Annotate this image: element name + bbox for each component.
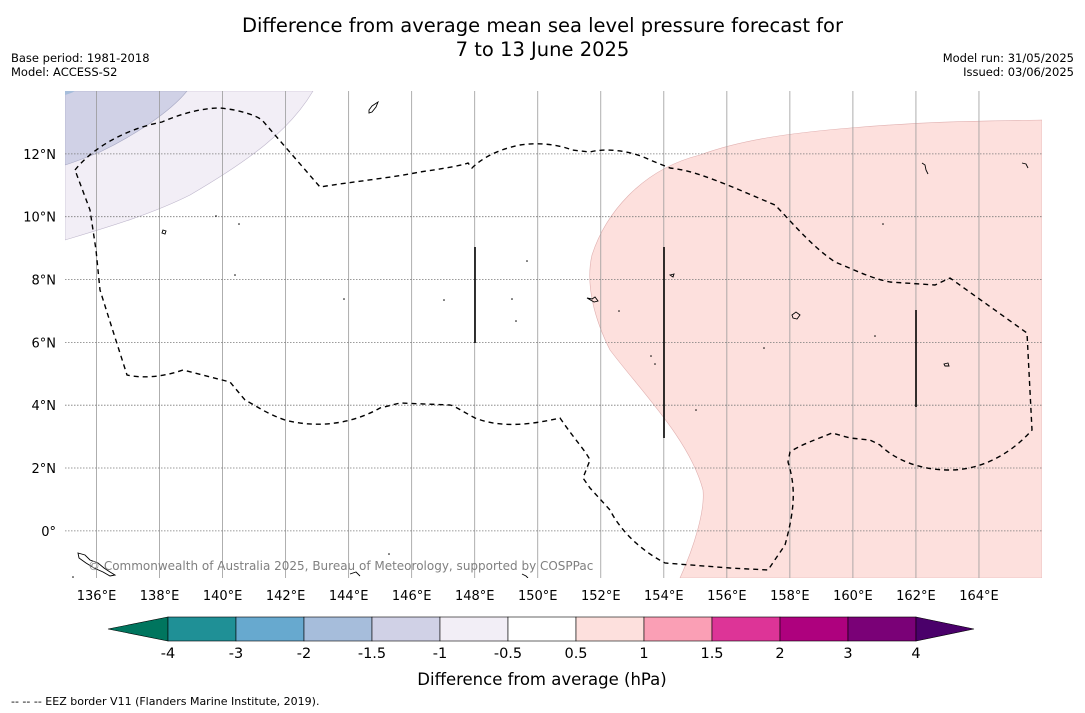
island-dot — [763, 347, 765, 349]
lon-tick-label: 160°E — [833, 589, 873, 604]
colorbar-tick-label: -1 — [433, 646, 447, 662]
colorbar-segment — [235, 616, 305, 642]
island-outline — [921, 162, 929, 175]
base-period-text: Base period: 1981-2018 — [11, 51, 150, 65]
lon-tick-label: 142°E — [266, 589, 306, 604]
eez-segment-lines — [474, 247, 917, 438]
anomaly-band-negative-strong — [65, 91, 75, 95]
colorbar: -4 -3 -2 -1.5 -1 -0.5 0.5 1 1.5 2 3 4 — [107, 616, 975, 662]
lon-tick-label: 158°E — [770, 589, 810, 604]
island-dot — [654, 363, 656, 365]
lon-tick-label: 152°E — [581, 589, 621, 604]
colorbar-segment — [711, 616, 781, 642]
copyright-text: © Commonwealth of Australia 2025, Bureau… — [88, 559, 593, 573]
lat-tick-label: 4°N — [32, 399, 57, 414]
island-dot — [526, 260, 528, 262]
island-dot — [618, 310, 620, 312]
anomaly-band-negative-mid — [65, 91, 188, 166]
lon-tick-label: 140°E — [203, 589, 243, 604]
issued-text: Issued: 03/06/2025 — [963, 65, 1074, 79]
island-outline — [521, 573, 529, 578]
lon-axis-labels: 136°E 138°E 140°E 142°E 144°E 146°E 148°E 150°E… — [77, 589, 999, 604]
colorbar-segment — [371, 616, 441, 642]
lon-tick-label: 150°E — [518, 589, 558, 604]
map-area: © Commonwealth of Australia 2025, Bureau… — [65, 91, 1042, 578]
lat-tick-label: 0° — [41, 525, 56, 540]
lat-axis-labels: 0° 2°N 4°N 6°N 8°N 10°N 12°N — [23, 148, 56, 540]
island-dot — [215, 215, 217, 217]
island-dots — [72, 215, 884, 578]
island-outline — [77, 552, 117, 577]
island-outline — [943, 362, 950, 367]
colorbar-segment — [847, 616, 917, 642]
colorbar-tick-label: -2 — [297, 646, 311, 662]
island-outline — [668, 273, 675, 278]
eez-footnote: -- -- -- EEZ border V11 (Flanders Marine… — [11, 695, 320, 708]
colorbar-tick-label: 3 — [843, 646, 852, 662]
island-dot — [443, 299, 445, 301]
colorbar-title: Difference from average (hPa) — [417, 670, 666, 689]
lon-tick-label: 162°E — [896, 589, 936, 604]
colorbar-tick-label: 1 — [639, 646, 648, 662]
lon-tick-label: 136°E — [77, 589, 117, 604]
island-dot — [343, 298, 345, 300]
colorbar-segment — [439, 616, 509, 642]
model-run-text: Model run: 31/05/2025 — [942, 51, 1074, 65]
colorbar-under-arrow — [107, 616, 169, 642]
lat-tick-label: 12°N — [23, 148, 56, 163]
colorbar-tick-label: 0.5 — [564, 646, 587, 662]
island-dot — [695, 409, 697, 411]
colorbar-segment — [507, 616, 577, 642]
island-dot — [511, 298, 513, 300]
meta-left: Base period: 1981-2018 Model: ACCESS-S2 — [11, 51, 150, 79]
colorbar-segment — [779, 616, 849, 642]
anomaly-band-positive — [589, 119, 1042, 578]
island-dot — [882, 223, 884, 225]
island-dot — [238, 223, 240, 225]
island-dot — [234, 274, 236, 276]
lon-tick-label: 144°E — [329, 589, 369, 604]
island-outline — [586, 296, 599, 303]
island-dot — [874, 335, 876, 337]
lon-tick-label: 146°E — [392, 589, 432, 604]
lat-tick-label: 8°N — [32, 274, 57, 289]
island-outline — [368, 100, 379, 114]
colorbar-tick-label: -3 — [229, 646, 243, 662]
island-dot — [72, 576, 74, 578]
model-text: Model: ACCESS-S2 — [11, 65, 118, 79]
island-outlines — [77, 100, 1029, 578]
lon-tick-label: 164°E — [959, 589, 999, 604]
colorbar-tick-label: -1.5 — [358, 646, 386, 662]
island-outline — [161, 229, 167, 235]
title-line-1: Difference from average mean sea level p… — [242, 14, 843, 37]
lat-tick-label: 2°N — [32, 462, 57, 477]
island-dot — [515, 320, 517, 322]
colorbar-tick-label: 4 — [911, 646, 920, 662]
island-dot — [650, 355, 652, 357]
title-line-2: 7 to 13 June 2025 — [455, 38, 630, 61]
island-outline — [791, 311, 801, 320]
island-dot — [388, 553, 390, 555]
colorbar-over-arrow — [915, 616, 975, 642]
island-outline — [1021, 162, 1029, 169]
island-outline — [349, 571, 361, 577]
colorbar-tick-label: 2 — [775, 646, 784, 662]
colorbar-tick-label: -4 — [161, 646, 175, 662]
colorbar-segment — [575, 616, 645, 642]
meta-right: Model run: 31/05/2025 Issued: 03/06/2025 — [943, 51, 1074, 79]
colorbar-segment — [643, 616, 713, 642]
lon-tick-label: 156°E — [707, 589, 747, 604]
chart-title: Difference from average mean sea level p… — [0, 14, 1085, 62]
lon-tick-label: 138°E — [140, 589, 180, 604]
lat-tick-label: 6°N — [32, 336, 57, 351]
colorbar-segment — [167, 616, 237, 642]
colorbar-tick-label: 1.5 — [700, 646, 723, 662]
lon-tick-label: 148°E — [455, 589, 495, 604]
grid-lines — [65, 91, 1042, 578]
colorbar-segment — [303, 616, 373, 642]
lon-tick-label: 154°E — [644, 589, 684, 604]
colorbar-tick-label: -0.5 — [494, 646, 522, 662]
lat-tick-label: 10°N — [23, 211, 56, 226]
